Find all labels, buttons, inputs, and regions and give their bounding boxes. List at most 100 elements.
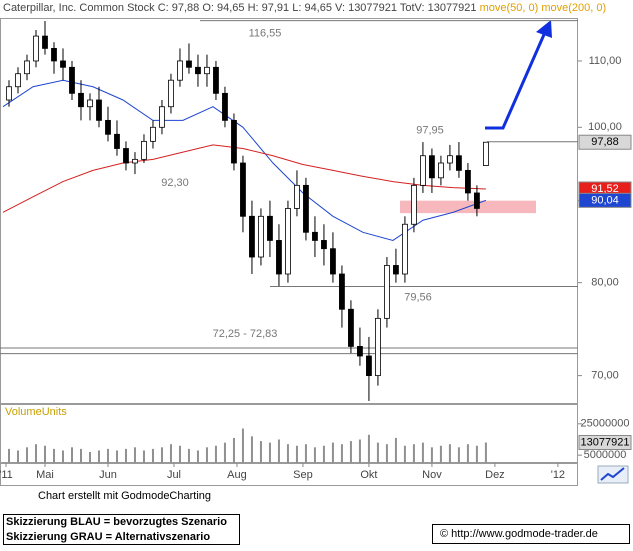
scenario-arrowhead	[536, 20, 552, 38]
candle-body	[393, 265, 399, 275]
candle-body	[240, 162, 246, 217]
price-panel	[0, 18, 578, 404]
candle-body	[132, 158, 138, 164]
volume-bar	[304, 444, 307, 463]
volume-bar	[457, 447, 460, 463]
header-quote: C: 97,88 O: 94,65 H: 97,91 L: 94,65 V: 1…	[158, 2, 477, 14]
x-tick-label: Mai	[36, 469, 54, 481]
candle-body	[15, 73, 21, 88]
candle-body	[96, 99, 102, 121]
candle-body	[429, 155, 435, 179]
candle-body	[474, 192, 480, 209]
candle-body	[114, 133, 120, 149]
x-tick-label: Jun	[99, 469, 117, 481]
volume-bar	[430, 447, 433, 463]
y-tick-label: 25000000	[581, 418, 630, 430]
candle-body	[339, 273, 345, 310]
x-tick-label: Nov	[422, 469, 442, 481]
candle-body	[276, 240, 282, 275]
candle-body	[231, 119, 237, 164]
legend-line: Skizzierung GRAU = Alternativszenario	[6, 531, 210, 543]
candle-body	[78, 92, 84, 108]
candle-body	[366, 355, 372, 377]
logo-icon	[597, 465, 629, 484]
candle-body	[123, 148, 129, 164]
candle-body	[321, 240, 327, 250]
candle-body	[213, 66, 219, 94]
volume-bar	[313, 447, 316, 463]
volume-bar	[79, 448, 82, 463]
volume-bar	[106, 448, 109, 463]
candle-body	[312, 231, 318, 241]
x-tick-label: '11	[0, 469, 13, 481]
y-tick-label: 70,00	[591, 370, 619, 382]
legend-box	[3, 514, 240, 545]
copyright-box	[432, 524, 630, 544]
y-tick-label: 5000000	[584, 449, 627, 461]
volume-bar	[241, 428, 244, 463]
candle-body	[465, 169, 471, 194]
candle-body	[357, 346, 363, 357]
volume-bar	[421, 442, 424, 463]
volume-bar	[385, 444, 388, 463]
volume-bar	[268, 442, 271, 463]
candle-body	[384, 265, 390, 319]
volume-bar	[394, 437, 397, 463]
volume-bar	[196, 450, 199, 463]
candle-body	[60, 60, 66, 68]
volume-bar	[88, 452, 91, 463]
candle-body	[402, 223, 408, 275]
volume-bar	[259, 441, 262, 463]
last-value-box	[578, 192, 632, 208]
volume-bar	[322, 445, 325, 463]
candle-body	[249, 215, 255, 258]
last-volume-box	[578, 434, 632, 450]
volume-bar	[25, 447, 28, 463]
volume-bar	[34, 444, 37, 463]
candle-body	[33, 35, 39, 62]
header-title: Caterpillar, Inc. Common Stock	[3, 2, 155, 14]
last-value-box	[578, 134, 632, 150]
level-label: 97,95	[416, 125, 444, 137]
candle-body	[375, 317, 381, 377]
candle-body	[186, 60, 192, 68]
x-tick-label: Okt	[360, 469, 377, 481]
date-axis	[0, 463, 578, 486]
volume-bar	[160, 447, 163, 463]
last-volume-label: 13077921	[581, 436, 630, 448]
level-label: 72,25 - 72,83	[213, 328, 278, 340]
volume-bar	[187, 448, 190, 463]
volume-bar	[7, 448, 10, 463]
volume-bar	[223, 442, 226, 463]
volume-bar	[250, 436, 253, 463]
volume-bar	[358, 439, 361, 463]
volume-panel	[0, 404, 578, 463]
volume-bar	[439, 445, 442, 463]
volume-bar	[124, 448, 127, 463]
legend-entry: move(200, 0)	[541, 2, 606, 14]
volume-bar	[178, 445, 181, 463]
x-tick-label: '12	[551, 469, 565, 481]
last-value-label: 91,52	[591, 183, 619, 195]
volume-bar	[349, 441, 352, 463]
candle-body	[87, 99, 93, 108]
candle-body	[222, 92, 228, 121]
volume-bar	[466, 444, 469, 463]
credit: Chart erstellt mit GodmodeCharting	[38, 490, 211, 502]
candle-body	[330, 248, 336, 275]
volume-bar	[286, 444, 289, 463]
candle-body	[159, 106, 165, 128]
volume-bar	[205, 447, 208, 463]
level-label: 116,55	[249, 28, 282, 40]
last-value-label: 90,04	[591, 194, 619, 206]
last-value-label: 97,88	[591, 136, 619, 148]
volume-bar	[70, 447, 73, 463]
candle-body	[150, 126, 156, 142]
candle-body	[258, 215, 264, 258]
volume-bar	[97, 450, 100, 463]
volume-bar	[43, 445, 46, 463]
candle-body	[168, 79, 174, 108]
legend-entry: move(50, 0)	[480, 2, 539, 14]
